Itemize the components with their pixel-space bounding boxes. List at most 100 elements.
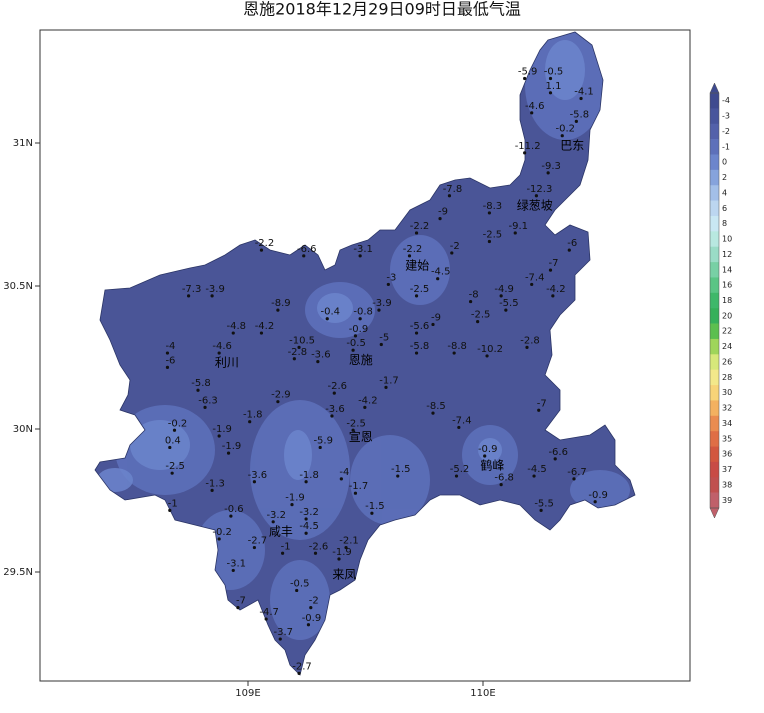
station-value: -4.7 <box>259 607 279 618</box>
station-dot <box>264 617 268 621</box>
station-value: -4.1 <box>574 87 594 98</box>
station-dot <box>407 254 412 258</box>
station-value: -4 <box>339 467 349 478</box>
colorbar-swatch <box>710 461 719 478</box>
station-dot <box>290 503 294 507</box>
y-tick-label: 29.5N <box>3 567 33 578</box>
station-dot <box>499 483 503 487</box>
station-value: -3.6 <box>311 350 331 361</box>
station-value: -8.5 <box>426 401 446 412</box>
station-dot <box>452 351 456 355</box>
station-value: -1.5 <box>391 464 411 475</box>
colorbar-swatch <box>710 431 719 447</box>
station-dot <box>165 351 170 355</box>
station-dot <box>530 282 534 287</box>
station-value: -7.8 <box>443 184 463 195</box>
station-dot <box>304 480 308 484</box>
colorbar-label: 35 <box>722 434 732 443</box>
station-dot <box>353 334 358 338</box>
colorbar-label: 0 <box>722 158 727 167</box>
station-value: -2.5 <box>483 230 503 241</box>
colorbar-swatch <box>710 323 719 340</box>
colorbar-label: 22 <box>722 327 732 336</box>
station-value: -5.8 <box>410 341 430 352</box>
station-value: -4.5 <box>431 267 451 278</box>
station-dot <box>379 342 383 347</box>
station-dot <box>567 248 571 252</box>
station-value: -5.9 <box>313 435 333 446</box>
colorbar-label: 16 <box>722 281 732 290</box>
station-value: -0.9 <box>349 324 369 335</box>
colorbar-label: 4 <box>722 188 727 197</box>
colorbar-swatch <box>710 477 719 493</box>
y-tick-label: 31N <box>13 138 33 149</box>
station-dot <box>252 480 256 484</box>
station-dot <box>523 76 527 81</box>
station-dot <box>548 268 553 272</box>
station-value: -5.2 <box>450 464 470 475</box>
station-value: -2.7 <box>292 661 312 672</box>
station-value: -2.7 <box>248 536 268 547</box>
station-dot <box>304 531 308 535</box>
station-value: -8.9 <box>271 298 291 309</box>
station-value: -1.9 <box>212 424 232 435</box>
station-value: -3.1 <box>353 244 373 255</box>
colorbar-frame <box>709 92 720 509</box>
station-value: -0.4 <box>320 307 340 318</box>
map-title: 恩施2018年12月29日09时日最低气温 <box>243 0 521 19</box>
station-value: -1.9 <box>285 493 305 504</box>
station-value: -1.8 <box>299 470 319 481</box>
station-value: -5.5 <box>499 298 519 309</box>
station-value: -2.9 <box>271 390 291 401</box>
station-value: -2.1 <box>339 536 359 547</box>
city-label: 咸丰 <box>269 524 293 538</box>
station-dot <box>165 365 170 369</box>
station-value: -0.9 <box>588 490 608 501</box>
station-value: -5.8 <box>570 109 590 120</box>
colorbar-label: -3 <box>722 112 730 121</box>
station-dot <box>548 91 553 95</box>
station-dot <box>252 545 256 550</box>
station-value: -2.5 <box>471 310 491 321</box>
city-label: 巴东 <box>560 138 584 152</box>
station-value: -0.9 <box>478 444 498 455</box>
station-dot <box>370 511 374 515</box>
station-value: -7 <box>549 258 559 269</box>
station-value: -2.5 <box>346 418 366 429</box>
station-dot <box>226 451 231 455</box>
y-tick-label: 30.5N <box>3 281 33 292</box>
colorbar-label: 20 <box>722 311 732 320</box>
station-value: 0.4 <box>165 435 181 446</box>
colorbar-swatch <box>710 93 719 109</box>
station-dot <box>476 320 480 324</box>
station-dot <box>217 351 221 355</box>
city-label: 宣恩 <box>349 429 373 444</box>
station-value: -9.1 <box>508 221 528 232</box>
station-value: -6.7 <box>567 467 587 478</box>
colorbar-label: 8 <box>722 219 727 228</box>
station-value: -9 <box>431 312 441 323</box>
colorbar-swatch <box>710 385 719 401</box>
station-dot <box>414 231 419 235</box>
station-value: -2.6 <box>309 541 329 552</box>
station-dot <box>384 385 388 389</box>
station-dot <box>170 471 174 475</box>
station-value: -11.2 <box>515 141 541 152</box>
station-value: -4.5 <box>527 464 547 475</box>
station-value: -2.5 <box>165 461 185 472</box>
station-dot <box>332 391 336 395</box>
station-value: -9.3 <box>541 161 561 172</box>
station-dot <box>309 606 313 610</box>
station-value: -2.2 <box>255 238 275 249</box>
station-value: -7 <box>537 398 547 409</box>
station-value: -0.9 <box>302 613 322 624</box>
station-dot <box>271 520 275 524</box>
station-value: -2.5 <box>410 284 430 295</box>
station-value: -3.6 <box>248 470 268 481</box>
station-value: -5.8 <box>191 378 211 389</box>
colorbar-label: 12 <box>722 250 732 259</box>
station-dot <box>297 345 301 349</box>
station-value: -9 <box>438 207 448 218</box>
colorbar-swatch <box>710 185 719 201</box>
station-dot <box>351 348 355 352</box>
